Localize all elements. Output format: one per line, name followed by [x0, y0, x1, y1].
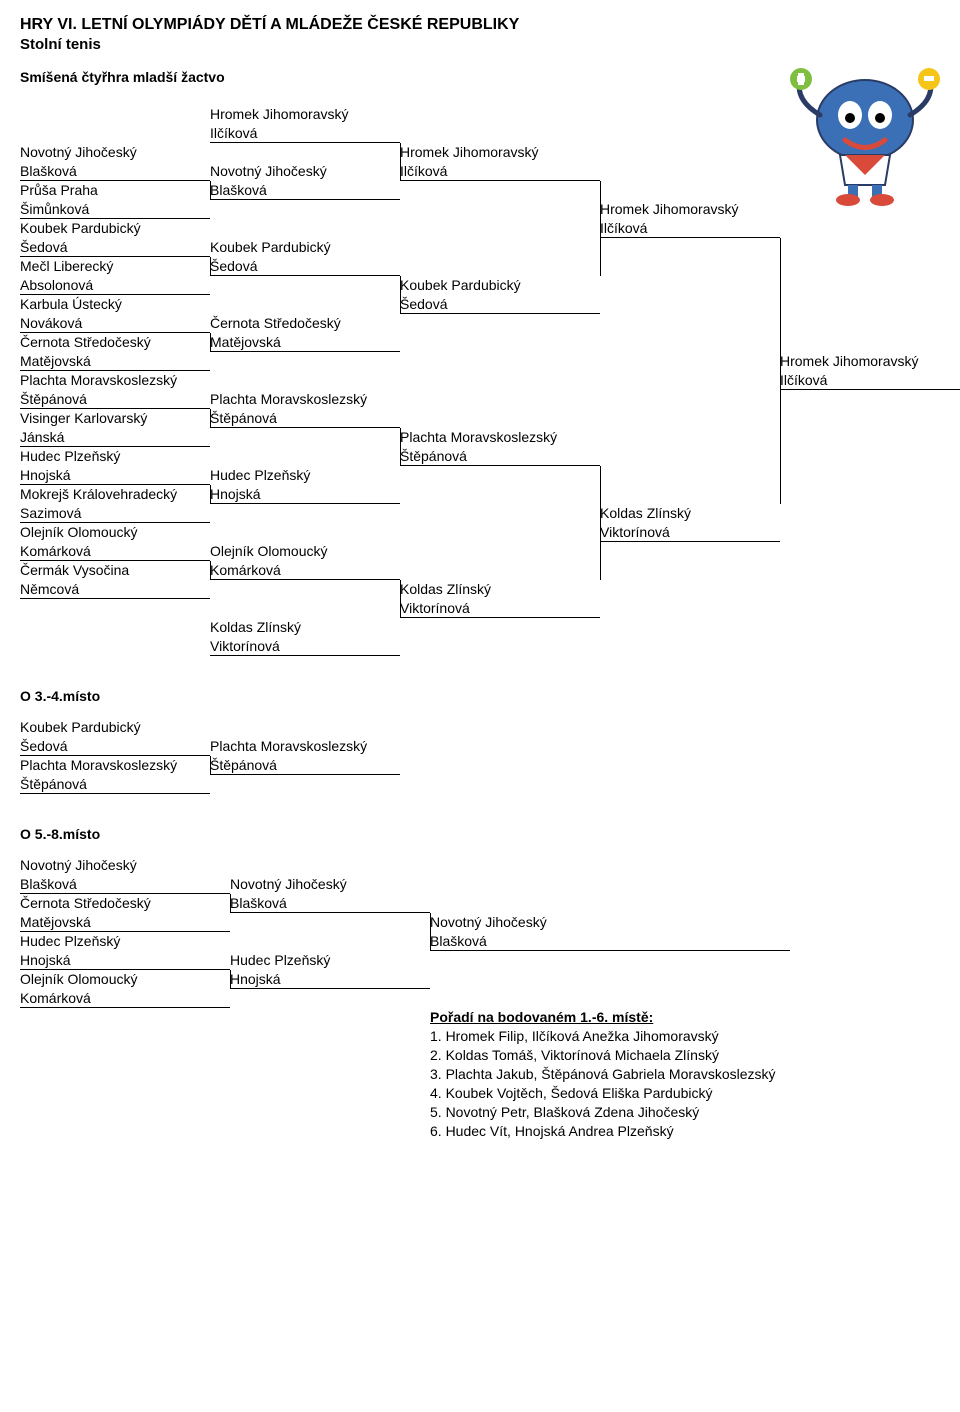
- r16-5-b: Nováková: [20, 314, 210, 333]
- p58-3a: Hudec Plzeňský: [20, 932, 230, 951]
- seed-top-2: Ilčíková: [210, 124, 400, 143]
- page-subtitle: Stolní tenis: [20, 36, 944, 53]
- p58-win-a: Novotný Jihočeský: [430, 913, 790, 932]
- qf-2-b: Šedová: [400, 295, 600, 314]
- p34-win-b: Štěpánová: [210, 756, 400, 775]
- r16-4-a: Mečl Liberecký: [20, 257, 210, 276]
- r8-6-a: Olejník Olomoucký: [210, 542, 400, 561]
- p58-sf1b: Blašková: [230, 894, 430, 913]
- r8-6-b: Komárková: [210, 561, 400, 580]
- r8-2-a: Koubek Pardubický: [210, 238, 400, 257]
- p58-sf2b: Hnojská: [230, 970, 430, 989]
- r16-12-a: Čermák Vysočina: [20, 561, 210, 580]
- r8-4-a: Plachta Moravskoslezský: [210, 390, 400, 409]
- qf-3-a: Plachta Moravskoslezský: [400, 428, 600, 447]
- r16-1-a: Novotný Jihočeský: [20, 143, 210, 162]
- sf-1-a: Hromek Jihomoravský: [600, 200, 780, 219]
- r8-2-b: Šedová: [210, 257, 400, 276]
- p34-2b: Štěpánová: [20, 775, 210, 794]
- qf-1-a: Hromek Jihomoravský: [400, 143, 600, 162]
- r16-2-b: Šimůnková: [20, 200, 210, 219]
- p58-win-b: Blašková: [430, 932, 790, 951]
- p58-1a: Novotný Jihočeský: [20, 856, 230, 875]
- standings-4: 4. Koubek Vojtěch, Šedová Eliška Pardubi…: [430, 1084, 790, 1103]
- place58-bracket: Novotný Jihočeský Blašková Novotný Jihoč…: [20, 856, 960, 1141]
- qf-4-b: Viktorínová: [400, 599, 600, 618]
- standings-6: 6. Hudec Vít, Hnojská Andrea Plzeňský: [430, 1122, 790, 1141]
- standings-1: 1. Hromek Filip, Ilčíková Anežka Jihomor…: [430, 1027, 790, 1046]
- r8-3-b: Matějovská: [210, 333, 400, 352]
- place34-bracket: Koubek Pardubický Šedová Plachta Moravsk…: [20, 718, 960, 794]
- r16-6-a: Černota Středočeský: [20, 333, 210, 352]
- qf-3-b: Štěpánová: [400, 447, 600, 466]
- r8-5-a: Hudec Plzeňský: [210, 466, 400, 485]
- r16-9-a: Hudec Plzeňský: [20, 447, 210, 466]
- r16-6-b: Matějovská: [20, 352, 210, 371]
- r16-8-a: Visinger Karlovarský: [20, 409, 210, 428]
- p58-sf1a: Novotný Jihočeský: [230, 875, 430, 894]
- r16-8-b: Jánská: [20, 428, 210, 447]
- p34-1a: Koubek Pardubický: [20, 718, 210, 737]
- r8-1-b: Blašková: [210, 181, 400, 200]
- r16-2-a: Průša Praha: [20, 181, 210, 200]
- r16-10-b: Sazimová: [20, 504, 210, 523]
- r16-3-a: Koubek Pardubický: [20, 219, 210, 238]
- sf-2-a: Koldas Zlínský: [600, 504, 780, 523]
- p34-win-a: Plachta Moravskoslezský: [210, 737, 400, 756]
- r16-11-b: Komárková: [20, 542, 210, 561]
- p58-4a: Olejník Olomoucký: [20, 970, 230, 989]
- r8-4-b: Štěpánová: [210, 409, 400, 428]
- p58-2b: Matějovská: [20, 913, 230, 932]
- standings-3: 3. Plachta Jakub, Štěpánová Gabriela Mor…: [430, 1065, 790, 1084]
- sf-2-b: Viktorínová: [600, 523, 780, 542]
- r16-3-b: Šedová: [20, 238, 210, 257]
- r8-1-a: Novotný Jihočeský: [210, 162, 400, 181]
- qf-4-a: Koldas Zlínský: [400, 580, 600, 599]
- r16-12-b: Němcová: [20, 580, 210, 599]
- qf-1-b: Ilčíková: [400, 162, 600, 181]
- standings-5: 5. Novotný Petr, Blašková Zdena Jihočesk…: [430, 1103, 790, 1122]
- mascot-icon: [790, 60, 940, 213]
- r8-5-b: Hnojská: [210, 485, 400, 504]
- r8-seed-bot-a: Koldas Zlínský: [210, 618, 400, 637]
- r8-seed-bot-b: Viktorínová: [210, 637, 400, 656]
- p34-1b: Šedová: [20, 737, 210, 756]
- standings-2: 2. Koldas Tomáš, Viktorínová Michaela Zl…: [430, 1046, 790, 1065]
- p34-2a: Plachta Moravskoslezský: [20, 756, 210, 775]
- p58-3b: Hnojská: [20, 951, 230, 970]
- qf-2-a: Koubek Pardubický: [400, 276, 600, 295]
- standings-heading: Pořadí na bodovaném 1.-6. místě:: [430, 1008, 790, 1027]
- sf-1-b: Ilčíková: [600, 219, 780, 238]
- r16-5-a: Karbula Ústecký: [20, 295, 210, 314]
- p58-1b: Blašková: [20, 875, 230, 894]
- r16-1-b: Blašková: [20, 162, 210, 181]
- r16-7-a: Plachta Moravskoslezský: [20, 371, 210, 390]
- final-b: Ilčíková: [780, 371, 960, 390]
- r16-11-a: Olejník Olomoucký: [20, 523, 210, 542]
- final-a: Hromek Jihomoravský: [780, 352, 960, 371]
- r16-9-b: Hnojská: [20, 466, 210, 485]
- seed-top-1: Hromek Jihomoravský: [210, 105, 400, 124]
- r16-4-b: Absolonová: [20, 276, 210, 295]
- r16-10-a: Mokrejš Královehradecký: [20, 485, 210, 504]
- place34-heading: O 3.-4.místo: [20, 688, 944, 704]
- p58-2a: Černota Středočeský: [20, 894, 230, 913]
- page-title: HRY VI. LETNÍ OLYMPIÁDY DĚTÍ A MLÁDEŽE Č…: [20, 16, 944, 34]
- r16-7-b: Štěpánová: [20, 390, 210, 409]
- p58-4b: Komárková: [20, 989, 230, 1008]
- place58-heading: O 5.-8.místo: [20, 826, 944, 842]
- p58-sf2a: Hudec Plzeňský: [230, 951, 430, 970]
- r8-3-a: Černota Středočeský: [210, 314, 400, 333]
